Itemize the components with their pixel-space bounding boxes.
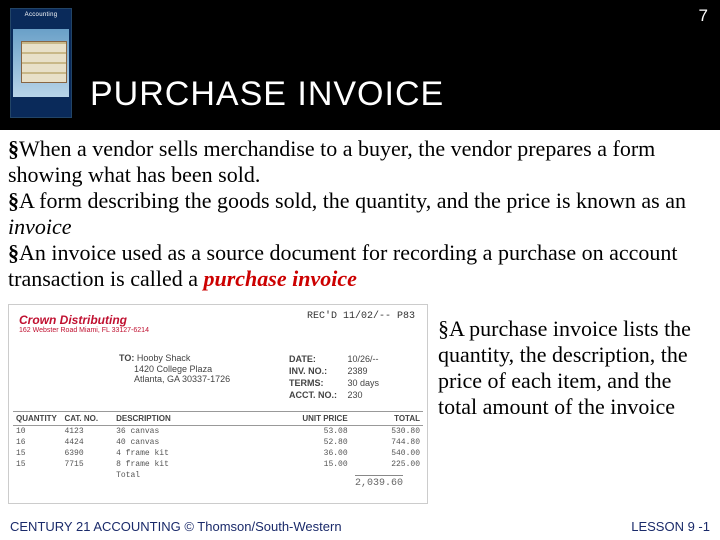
side-bullet: §A purchase invoice lists the quantity, … xyxy=(438,304,712,504)
th-description: DESCRIPTION xyxy=(113,411,278,425)
table-row: 16 4424 40 canvas 52.80 744.80 xyxy=(13,437,423,448)
invoice-to-label: TO: xyxy=(119,353,134,363)
invoice-date-value: 10/26/-- xyxy=(348,354,379,364)
bullet-item: §When a vendor sells merchandise to a bu… xyxy=(8,136,712,188)
invoice-total-label: Total xyxy=(113,470,278,481)
cell: 15 xyxy=(13,459,61,470)
cell: 15.00 xyxy=(278,459,350,470)
bullet-list-top: §When a vendor sells merchandise to a bu… xyxy=(8,136,712,292)
cell: 40 canvas xyxy=(113,437,278,448)
invoice-vendor-address: 162 Webster Road Miami, FL 33127-6214 xyxy=(19,327,149,335)
slide-footer: CENTURY 21 ACCOUNTING © Thomson/South-We… xyxy=(0,519,720,534)
cell: 530.80 xyxy=(351,425,423,437)
cell: 744.80 xyxy=(351,437,423,448)
row-image-and-bullet: Crown Distributing 162 Webster Road Miam… xyxy=(0,304,720,504)
bullet-emph: invoice xyxy=(8,214,72,239)
th-unit-price: UNIT PRICE xyxy=(278,411,350,425)
cell: 6390 xyxy=(61,448,113,459)
invoice-acct-label: ACCT. NO.: xyxy=(289,389,345,401)
cell: 15 xyxy=(13,448,61,459)
invoice-vendor-name: Crown Distributing xyxy=(19,313,127,327)
cell: 10 xyxy=(13,425,61,437)
invoice-table: QUANTITY CAT. NO. DESCRIPTION UNIT PRICE… xyxy=(13,411,423,481)
cell: 16 xyxy=(13,437,61,448)
cell: 4123 xyxy=(61,425,113,437)
bullet-item: §A form describing the goods sold, the q… xyxy=(8,188,712,240)
invoice-terms-label: TERMS: xyxy=(289,377,345,389)
invoice-to-line: 1420 College Plaza xyxy=(134,364,212,374)
book-cover-icon: Accounting xyxy=(10,8,72,118)
invoice-invno-label: INV. NO.: xyxy=(289,365,345,377)
bullet-text: A purchase invoice lists the quantity, t… xyxy=(438,316,691,419)
cell: 540.00 xyxy=(351,448,423,459)
footer-left: CENTURY 21 ACCOUNTING © Thomson/South-We… xyxy=(10,519,342,534)
cell: 36.00 xyxy=(278,448,350,459)
page-number: 7 xyxy=(699,6,708,26)
bullet-marker: § xyxy=(8,136,19,161)
book-cover-label: Accounting xyxy=(11,9,71,27)
invoice-terms-value: 30 days xyxy=(348,378,380,388)
bullet-marker: § xyxy=(8,188,19,213)
bullet-text: A form describing the goods sold, the qu… xyxy=(19,188,686,213)
book-cover-art xyxy=(13,29,69,97)
cell: 36 canvas xyxy=(113,425,278,437)
table-row: 15 7715 8 frame kit 15.00 225.00 xyxy=(13,459,423,470)
invoice-date-label: DATE: xyxy=(289,353,345,365)
table-row: 10 4123 36 canvas 53.08 530.80 xyxy=(13,425,423,437)
slide-header: 7 Accounting PURCHASE INVOICE xyxy=(0,0,720,130)
table-header-row: QUANTITY CAT. NO. DESCRIPTION UNIT PRICE… xyxy=(13,411,423,425)
th-total: TOTAL xyxy=(351,411,423,425)
invoice-to-line: Atlanta, GA 30337-1726 xyxy=(134,374,230,384)
th-catno: CAT. NO. xyxy=(61,411,113,425)
table-row: 15 6390 4 frame kit 36.00 540.00 xyxy=(13,448,423,459)
cell: 7715 xyxy=(61,459,113,470)
bullet-marker: § xyxy=(8,240,19,265)
invoice-grand-total: 2,039.60 xyxy=(355,475,403,489)
invoice-meta: DATE: 10/26/-- INV. NO.: 2389 TERMS: 30 … xyxy=(289,353,379,402)
cell: 8 frame kit xyxy=(113,459,278,470)
invoice-acct-value: 230 xyxy=(348,390,363,400)
bullet-emph: purchase invoice xyxy=(203,266,356,291)
invoice-to-line: Hooby Shack xyxy=(137,353,191,363)
invoice-invno-value: 2389 xyxy=(348,366,368,376)
cell: 53.08 xyxy=(278,425,350,437)
invoice-received-stamp: REC'D 11/02/-- P83 xyxy=(307,311,415,322)
slide-title: PURCHASE INVOICE xyxy=(90,75,444,114)
invoice-sample-image: Crown Distributing 162 Webster Road Miam… xyxy=(8,304,428,504)
footer-right: LESSON 9 -1 xyxy=(631,519,710,534)
cell: 52.80 xyxy=(278,437,350,448)
bullet-item: §An invoice used as a source document fo… xyxy=(8,240,712,292)
bullet-marker: § xyxy=(438,316,449,341)
cell: 4424 xyxy=(61,437,113,448)
content-area: §When a vendor sells merchandise to a bu… xyxy=(0,130,720,292)
cell: 4 frame kit xyxy=(113,448,278,459)
cell: 225.00 xyxy=(351,459,423,470)
bullet-text: When a vendor sells merchandise to a buy… xyxy=(8,136,655,187)
th-quantity: QUANTITY xyxy=(13,411,61,425)
invoice-to-block: TO: Hooby Shack 1420 College Plaza Atlan… xyxy=(119,353,230,385)
